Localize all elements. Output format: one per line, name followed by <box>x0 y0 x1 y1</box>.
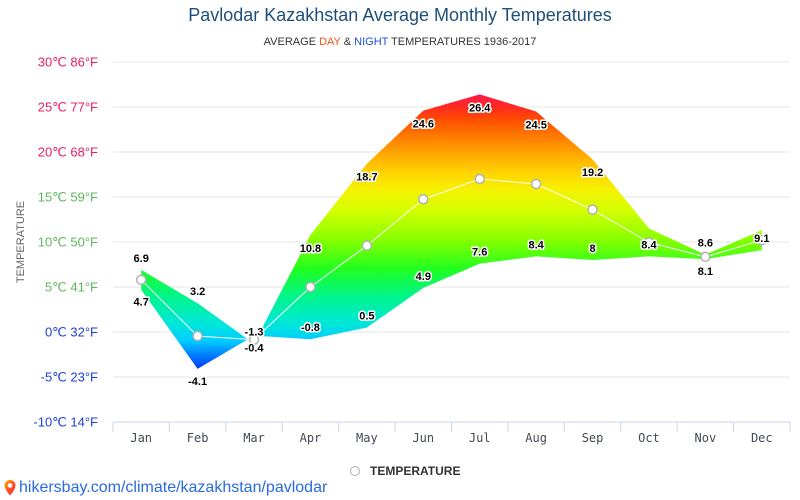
subtitle-amp: & <box>340 36 355 48</box>
mean-temperature-point[interactable] <box>530 178 542 190</box>
day-value-label: 19.2 <box>582 167 603 179</box>
mean-temperature-point[interactable] <box>305 281 316 293</box>
y-axis: 30℃ 86°F 25℃ 77°F 20℃ 68°F 15℃ 59°F 10℃ 50°F… <box>33 55 98 430</box>
x-tick-label: Jan <box>130 431 152 445</box>
mean-temperature-point[interactable] <box>361 240 373 251</box>
x-tick-label: Dec <box>751 431 773 445</box>
day-value-label: 3.2 <box>190 286 205 298</box>
data-labels: 6.9 3.2 -1.3 10.8 18.7 24.6 26.4 24.5 19.2 8.6 4.7… <box>132 101 771 389</box>
x-tick-label: Jul <box>469 431 491 445</box>
source-link[interactable]: hikersbay.com/climate/kazakhstan/pavloda… <box>19 479 328 496</box>
night-value-label: 8.1 <box>698 266 713 278</box>
day-night-range-polygon <box>141 94 762 369</box>
x-tick-label: Apr <box>300 431 322 445</box>
night-value-label: 0.5 <box>359 311 374 323</box>
circle-marker-icon <box>350 466 360 476</box>
subtitle-prefix: AVERAGE <box>263 36 320 48</box>
y-tick-label: 10℃ 50°F <box>38 235 98 250</box>
legend-item-temperature[interactable]: TEMPERATURE <box>350 463 460 479</box>
day-value-label: 6.9 <box>134 253 149 265</box>
chart-subtitle: AVERAGE DAY & NIGHT TEMPERATURES 1936-20… <box>0 36 800 48</box>
y-tick-label: 25℃ 77°F <box>38 100 98 115</box>
y-tick-label: 0℃ 32°F <box>45 325 98 340</box>
mean-temperature-point[interactable] <box>474 173 485 185</box>
day-value-label: -1.3 <box>245 327 264 339</box>
y-tick-label: 20℃ 68°F <box>38 145 98 160</box>
day-value-label: 24.6 <box>413 119 434 131</box>
mean-temperature-point[interactable] <box>587 204 598 215</box>
mean-temperature-point[interactable] <box>192 330 203 342</box>
night-value-label: -4.1 <box>188 376 207 388</box>
y-tick-label: -5℃ 23°F <box>41 370 98 385</box>
night-value-label: 4.7 <box>134 297 149 309</box>
legend-label: TEMPERATURE <box>370 464 461 478</box>
mean-temperature-point[interactable] <box>418 194 429 205</box>
subtitle-night: NIGHT <box>354 36 389 48</box>
x-tick-label: Mar <box>243 431 265 445</box>
y-tick-label: 30℃ 86°F <box>38 55 98 70</box>
night-value-label: 8 <box>589 243 595 255</box>
y-tick-label: 15℃ 59°F <box>38 190 98 205</box>
mean-temperature-line <box>140 178 762 341</box>
footer: hikersbay.com/climate/kazakhstan/pavloda… <box>3 479 327 497</box>
day-value-label: 18.7 <box>356 172 377 184</box>
night-value-label: 7.6 <box>472 247 487 259</box>
night-value-label: 4.9 <box>416 271 431 283</box>
x-tick-label: Oct <box>638 431 660 445</box>
y-axis-title: TEMPERATURE <box>15 201 27 283</box>
night-value-label: 8.4 <box>641 239 657 251</box>
y-tick-label: -10℃ 14°F <box>33 415 98 430</box>
map-pin-icon <box>4 480 16 496</box>
mean-temperature-point[interactable] <box>135 274 147 286</box>
day-value-label: 26.4 <box>469 102 491 114</box>
day-night-range-area <box>141 94 762 369</box>
x-axis: Jan Feb Mar Apr May Jun Jul Aug Sep Oct Nov Dec <box>112 421 791 445</box>
night-value-label: 9.1 <box>754 233 769 245</box>
x-tick-label: Sep <box>582 431 604 445</box>
x-tick-label: Aug <box>525 431 547 445</box>
x-tick-label: Jun <box>412 431 434 445</box>
mean-temperature-point[interactable] <box>756 234 768 246</box>
chart-title: Pavlodar Kazakhstan Average Monthly Temp… <box>188 5 612 25</box>
y-tick-label: 5℃ 41°F <box>45 280 98 295</box>
mean-temperature-point[interactable] <box>248 334 260 345</box>
mean-temperature-point[interactable] <box>700 251 711 263</box>
day-value-label: 24.5 <box>525 120 546 132</box>
mean-temperature-series[interactable] <box>135 173 768 345</box>
x-tick-label: Nov <box>695 431 717 445</box>
x-tick-label: Feb <box>187 431 209 445</box>
night-value-label: 8.4 <box>528 239 544 251</box>
day-value-label: 10.8 <box>300 243 321 255</box>
mean-temperature-point[interactable] <box>643 237 655 248</box>
x-tick-label: May <box>356 431 378 445</box>
day-value-label: 8.6 <box>698 238 713 250</box>
subtitle-suffix: TEMPERATURES 1936-2017 <box>388 36 537 48</box>
night-value-label: -0.8 <box>301 322 320 334</box>
night-value-label: -0.4 <box>245 343 265 355</box>
subtitle-day: DAY <box>319 36 341 48</box>
